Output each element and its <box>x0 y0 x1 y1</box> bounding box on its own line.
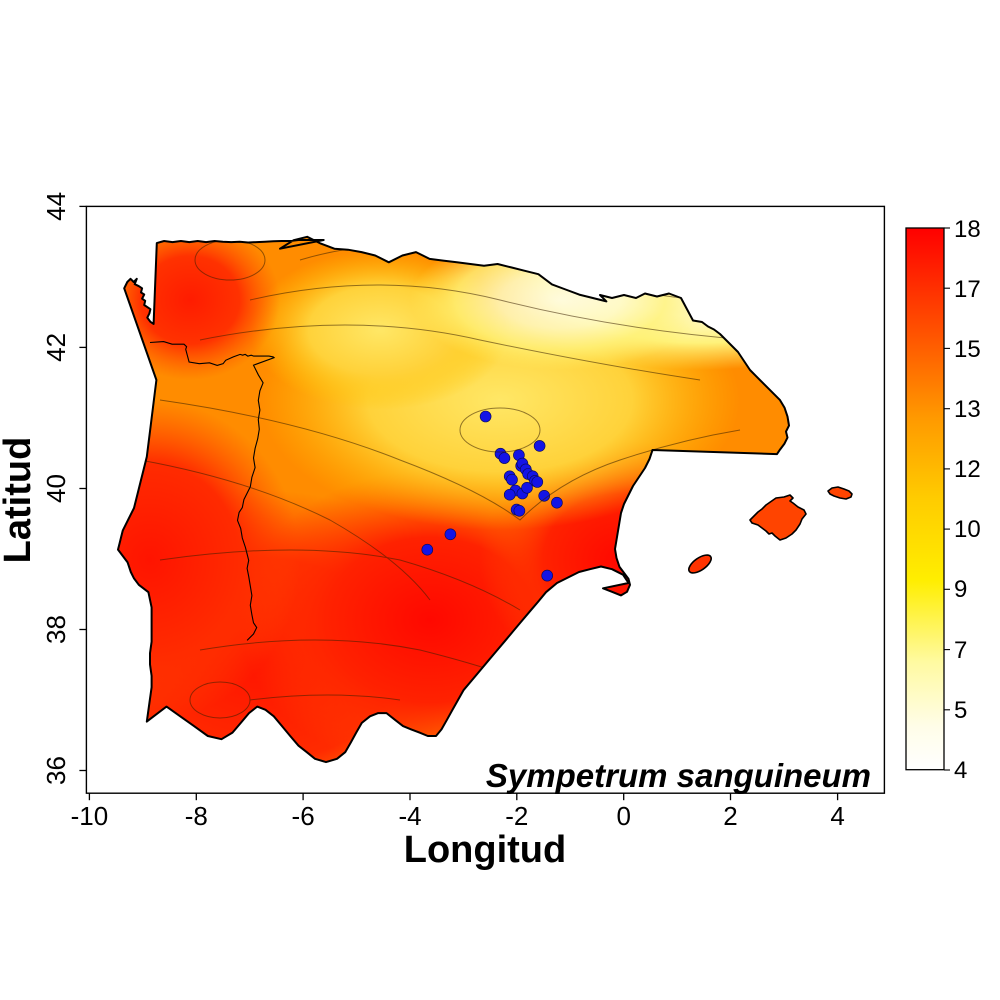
svg-text:-8: -8 <box>185 801 208 831</box>
svg-text:0: 0 <box>616 801 630 831</box>
svg-text:-10: -10 <box>71 801 109 831</box>
svg-text:13: 13 <box>954 396 981 423</box>
svg-text:18: 18 <box>954 216 981 243</box>
svg-text:-2: -2 <box>505 801 528 831</box>
svg-text:44: 44 <box>41 192 71 221</box>
svg-text:Longitud: Longitud <box>404 829 566 871</box>
svg-text:17: 17 <box>954 276 981 303</box>
svg-text:-6: -6 <box>292 801 315 831</box>
svg-text:36: 36 <box>41 756 71 785</box>
svg-text:12: 12 <box>954 456 981 483</box>
svg-text:-4: -4 <box>398 801 421 831</box>
svg-text:7: 7 <box>954 637 967 664</box>
svg-text:Latitud: Latitud <box>0 437 39 564</box>
svg-text:Sympetrum sanguineum: Sympetrum sanguineum <box>486 757 871 794</box>
svg-text:2: 2 <box>723 801 737 831</box>
svg-text:10: 10 <box>954 516 981 543</box>
svg-text:40: 40 <box>41 474 71 503</box>
svg-text:4: 4 <box>830 801 844 831</box>
svg-text:9: 9 <box>954 576 967 603</box>
svg-text:4: 4 <box>954 757 967 784</box>
svg-text:42: 42 <box>41 333 71 362</box>
svg-text:5: 5 <box>954 697 967 724</box>
svg-text:38: 38 <box>41 615 71 644</box>
svg-text:15: 15 <box>954 336 981 363</box>
